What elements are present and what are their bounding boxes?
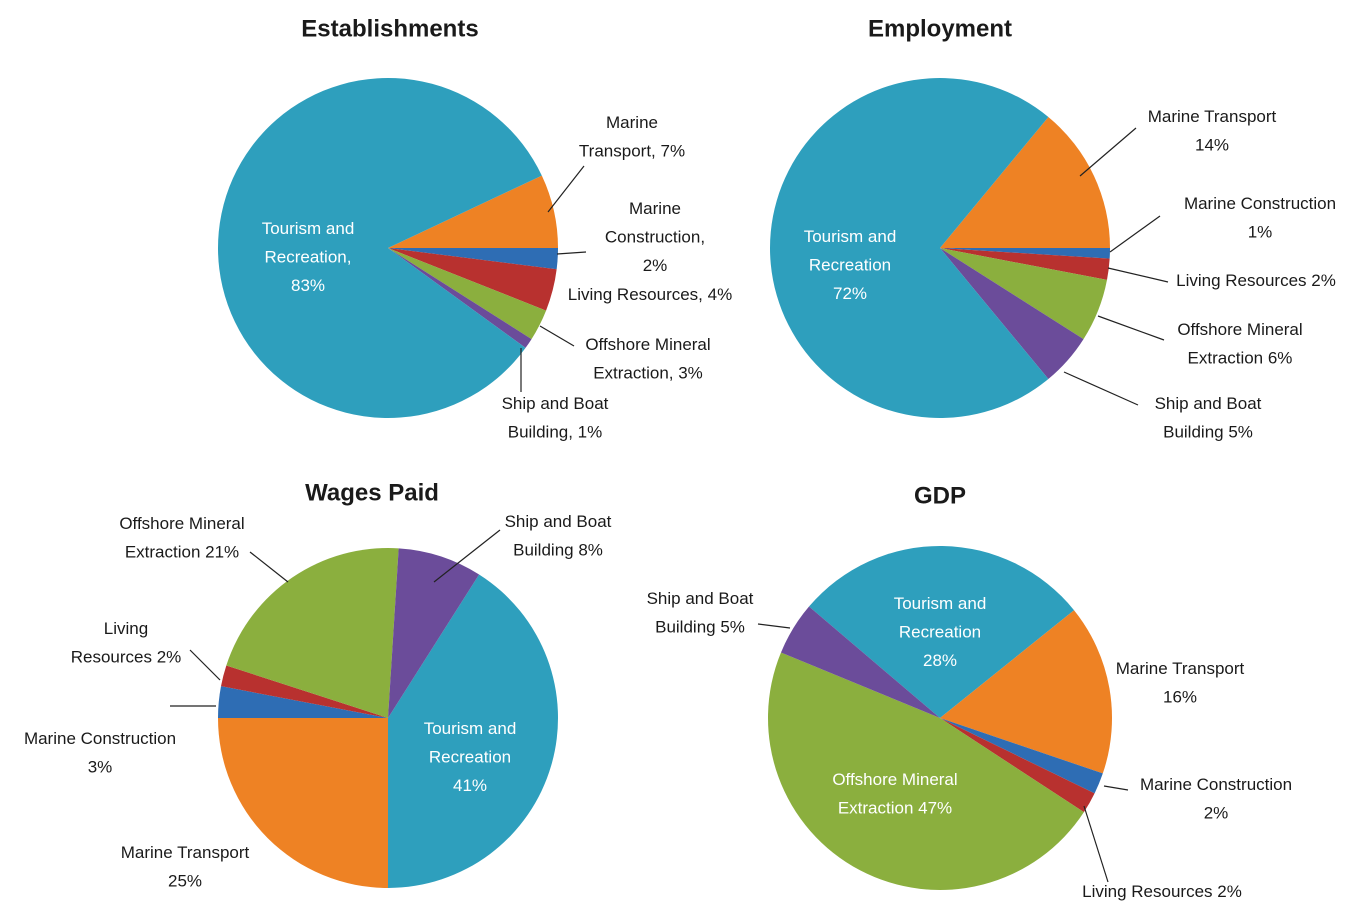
slice-label: Tourism and Recreation 41% [424,719,517,795]
chart-title: Employment [868,15,1012,42]
slice-label: Living Resources 2% [71,619,182,667]
slice-label: Tourism and Recreation 28% [894,594,987,670]
slice-label: Marine Transport, 7% [579,113,685,161]
slice-label: Marine Construction, 2% [605,199,705,275]
pie-slice [388,248,547,340]
leader-line [1107,267,1169,283]
leader-line [1083,805,1109,883]
leader-line [1097,315,1165,341]
chart-title: Establishments [301,15,478,42]
pie-slice [940,610,1113,774]
slice-label: Tourism and Recreation 72% [804,227,897,303]
leader-line [189,649,221,681]
slice-label: Living Resources, 4% [568,285,732,304]
pie-slice [221,665,388,718]
pie-slice [218,686,388,718]
slice-label: Tourism and Recreation, 83% [262,219,355,295]
leader-line [547,165,585,213]
leader-line [539,325,575,347]
slice-label: Marine Construction 3% [24,729,176,777]
pie-slice [940,248,1107,340]
slice-label: Marine Transport 14% [1148,107,1277,155]
slice-label: Offshore Mineral Extraction 47% [832,770,957,818]
pie-slice [388,248,558,270]
pie-slice [940,248,1110,280]
pie-slice [226,547,399,718]
chart-title: Wages Paid [305,479,439,506]
pie-slice [809,545,1075,718]
pie-slice [218,718,388,888]
leader-line [556,251,587,255]
chart-title: GDP [914,482,966,509]
pie-slice [940,117,1110,248]
slice-label: Living Resources 2% [1082,882,1242,901]
leader-line [1103,785,1129,791]
slice-label: Ship and Boat Building 5% [1155,394,1262,442]
slice-label: Marine Construction 2% [1140,775,1292,823]
pie-slice [388,248,557,311]
pie-slice [388,548,480,718]
slice-label: Marine Transport 16% [1116,659,1245,707]
leader-line [757,623,791,629]
leader-line [1109,215,1161,253]
leader-line [1079,127,1137,177]
slice-label: Ship and Boat Building 5% [647,589,754,637]
pie-slice [940,718,1095,813]
slice-label: Marine Transport 25% [121,843,250,891]
pie-slice [780,606,940,718]
slice-label: Ship and Boat Building 8% [505,512,612,560]
slice-label: Offshore Mineral Extraction, 3% [585,335,710,383]
slice-label: Offshore Mineral Extraction 21% [119,514,244,562]
slice-label: Ship and Boat Building, 1% [502,394,609,442]
pie-slice [770,77,1049,418]
pie-slice [768,652,1084,890]
slice-label: Offshore Mineral Extraction 6% [1177,320,1302,368]
leader-line [249,551,289,583]
pie-slice [940,718,1103,794]
pie-slice [388,248,532,348]
leader-line [433,529,501,583]
pie-slice [388,574,558,888]
slice-label: Living Resources 2% [1176,271,1336,290]
pie-slice [388,175,558,248]
pie-slice [940,248,1084,379]
slice-label: Marine Construction 1% [1184,194,1336,242]
pie-slice [940,248,1110,259]
leader-line [1063,371,1139,406]
pie-slice [218,78,542,418]
